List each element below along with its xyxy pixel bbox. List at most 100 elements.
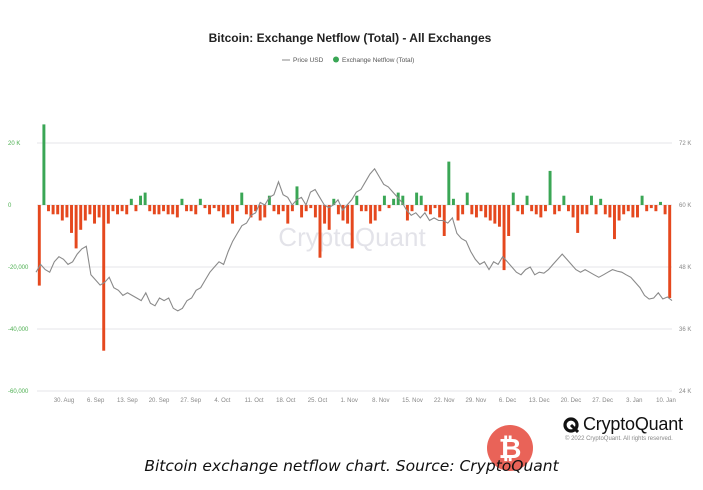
netflow-bars (37, 124, 672, 351)
x-tick-label: 27. Sep (180, 398, 201, 404)
x-tick-label: 1. Nov (340, 398, 357, 404)
netflow-bar (636, 205, 639, 218)
netflow-bar (497, 205, 501, 227)
netflow-bar (530, 205, 534, 212)
netflow-bar (405, 205, 409, 221)
netflow-bar (373, 205, 377, 221)
x-tick-label: 25. Oct (308, 398, 328, 404)
netflow-bar (249, 205, 253, 218)
x-tick-label: 15. Nov (402, 398, 423, 404)
netflow-bar (148, 205, 152, 212)
x-tick-label: 29. Nov (466, 398, 487, 404)
netflow-bar (125, 205, 129, 215)
netflow-bar (120, 205, 124, 212)
x-tick-label: 27. Dec (592, 398, 613, 404)
netflow-bar (576, 205, 580, 233)
y-right-tick-label: 36 K (679, 327, 691, 333)
netflow-bar (590, 195, 593, 205)
netflow-bar (217, 205, 221, 212)
netflow-bar (139, 195, 143, 205)
netflow-bar (221, 205, 225, 218)
x-tick-label: 6. Sep (87, 398, 105, 404)
netflow-bar (392, 198, 396, 205)
netflow-bar (208, 205, 212, 215)
netflow-bar (212, 205, 216, 209)
chart-title: Bitcoin: Exchange Netflow (Total) - All … (209, 31, 492, 45)
netflow-bar (470, 205, 474, 215)
netflow-bar (235, 205, 239, 212)
netflow-bar (162, 205, 166, 212)
netflow-bar (419, 195, 423, 205)
netflow-bar (359, 205, 363, 212)
netflow-bar (654, 205, 658, 212)
x-tick-label: 20. Dec (561, 398, 582, 404)
netflow-bar (562, 195, 566, 205)
y-left-tick-label: 20 K (8, 141, 20, 147)
netflow-bar (281, 205, 285, 212)
netflow-bar (516, 205, 520, 212)
netflow-bar (37, 205, 41, 286)
y-right-tick-label: 72 K (679, 141, 691, 147)
netflow-bar (341, 205, 345, 221)
netflow-bar (189, 205, 193, 212)
netflow-bar (622, 205, 626, 215)
netflow-bar (511, 192, 515, 205)
netflow-bar (97, 205, 101, 218)
netflow-bar (65, 205, 69, 218)
netflow-bar (318, 205, 322, 258)
netflow-bar (608, 205, 612, 218)
netflow-bar (548, 170, 552, 205)
netflow-bar (474, 205, 478, 218)
netflow-bar (557, 205, 561, 212)
netflow-bar (277, 205, 281, 215)
netflow-bar (465, 192, 469, 205)
figure-caption: Bitcoin exchange netflow chart. Source: … (144, 457, 559, 475)
legend-netflow-label: Exchange Netflow (Total) (342, 57, 414, 64)
copyright-text: © 2022 CryptoQuant. All rights reserved. (565, 436, 673, 442)
netflow-bar (364, 205, 368, 212)
cryptoquant-logo-icon (563, 416, 579, 433)
bitcoin-logo-icon: ₿ (487, 425, 533, 471)
netflow-bar (267, 195, 271, 205)
netflow-bar (116, 205, 119, 215)
netflow-bar (566, 205, 570, 212)
brand-logo: CryptoQuant (563, 414, 683, 435)
price-line (35, 167, 673, 312)
netflow-bar (649, 205, 653, 209)
y-right-tick-label: 60 K (679, 203, 691, 209)
netflow-bar (631, 205, 635, 218)
netflow-bar (355, 195, 359, 205)
x-axis: 30. Aug 6. Sep 13. Sep 20. Sep 27. Sep 4. Oct… (54, 398, 676, 404)
grid (37, 142, 672, 392)
netflow-bar (171, 205, 175, 215)
netflow-bar (295, 186, 299, 205)
y-axis-left: 20 K 0 -20,000 -40,000 -60,000 (8, 141, 29, 395)
netflow-bar (203, 205, 207, 209)
netflow-bar (336, 205, 340, 215)
legend-price-label: Price USD (293, 57, 324, 64)
netflow-bar (102, 205, 106, 351)
netflow-bar (438, 205, 442, 218)
netflow-bar (502, 205, 506, 271)
legend: Price USD Exchange Netflow (Total) (282, 56, 414, 64)
x-tick-label: 18. Oct (276, 398, 296, 404)
netflow-bar (369, 205, 373, 224)
x-tick-label: 10. Jan (656, 398, 676, 404)
x-tick-label: 13. Dec (529, 398, 550, 404)
netflow-bar (88, 205, 92, 215)
netflow-bar (645, 205, 649, 212)
netflow-bar (244, 205, 248, 215)
netflow-bar (484, 205, 488, 218)
netflow-bar (70, 205, 73, 233)
netflow-bar (185, 205, 189, 212)
netflow-bar (175, 205, 179, 218)
netflow-bar (129, 198, 133, 205)
netflow-bar (428, 205, 432, 215)
y-left-tick-label: -20,000 (8, 265, 29, 271)
netflow-bar (194, 205, 198, 215)
netflow-bar (304, 205, 308, 212)
netflow-bar (166, 205, 170, 215)
netflow-bar (323, 205, 327, 224)
netflow-bar (152, 205, 156, 215)
netflow-bar (451, 198, 455, 205)
